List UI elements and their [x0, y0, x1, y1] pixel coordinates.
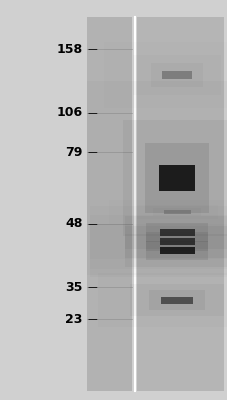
Bar — [123, 120, 227, 236]
Bar — [145, 223, 207, 242]
Bar — [89, 224, 227, 277]
Bar — [86, 17, 131, 391]
Text: —: — — [87, 108, 96, 118]
Bar — [136, 205, 217, 219]
Bar — [145, 241, 207, 260]
Bar — [89, 215, 227, 268]
Text: 35: 35 — [65, 281, 82, 294]
Text: 158: 158 — [56, 42, 82, 56]
Text: —: — — [87, 147, 96, 157]
Bar — [129, 284, 223, 316]
Bar — [159, 238, 194, 245]
Text: —: — — [87, 44, 96, 54]
Bar — [86, 81, 227, 275]
Bar — [144, 143, 209, 213]
Text: —: — — [87, 219, 96, 229]
Bar — [163, 210, 190, 214]
Bar — [104, 42, 227, 108]
Text: 106: 106 — [56, 106, 82, 119]
Text: —: — — [87, 282, 96, 292]
Bar — [89, 206, 227, 259]
Bar — [152, 208, 200, 216]
Bar — [124, 216, 227, 249]
Text: 23: 23 — [65, 313, 82, 326]
Bar — [124, 226, 227, 258]
Bar — [160, 296, 192, 304]
Bar — [145, 232, 207, 251]
Bar — [162, 70, 191, 79]
Bar — [109, 200, 227, 224]
Bar — [158, 165, 194, 191]
Text: —: — — [87, 314, 96, 324]
Bar — [137, 17, 223, 391]
Bar — [159, 229, 194, 236]
Text: 48: 48 — [65, 217, 82, 230]
Bar — [98, 273, 227, 327]
Bar — [159, 247, 194, 254]
Bar — [148, 290, 205, 310]
Bar — [150, 63, 202, 87]
Bar — [124, 234, 227, 266]
Bar — [133, 55, 220, 94]
Text: 79: 79 — [65, 146, 82, 159]
